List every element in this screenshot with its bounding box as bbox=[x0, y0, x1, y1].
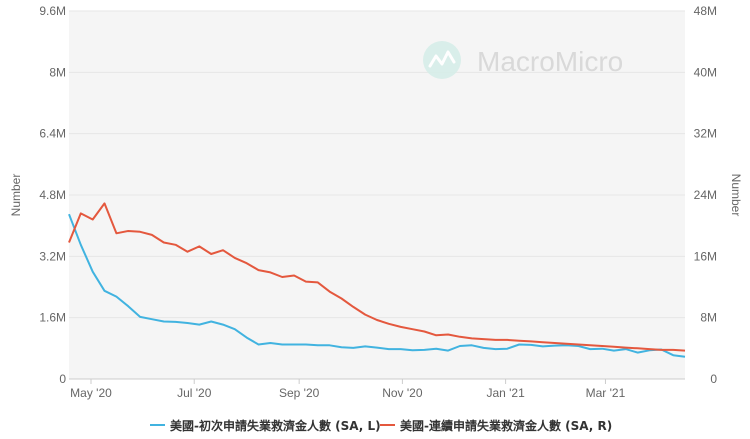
legend-item-initial-claims[interactable]: 美國-初次申請失業救濟金人數 (SA, L) bbox=[150, 418, 381, 433]
initial-claims-line bbox=[68, 213, 686, 358]
right-axis-title: Number bbox=[729, 174, 743, 217]
left-tick-label: 0 bbox=[59, 372, 66, 386]
macromicro-logo-icon bbox=[423, 41, 461, 79]
x-tick-label: Nov '20 bbox=[382, 386, 423, 400]
right-tick-label: 48M bbox=[694, 4, 717, 18]
left-tick-label: 3.2M bbox=[39, 249, 66, 263]
left-tick-label: 8M bbox=[49, 65, 66, 79]
x-tick-label: Jul '20 bbox=[177, 386, 212, 400]
left-axis-title: Number bbox=[9, 174, 23, 217]
legend-label-continuing-claims: 美國-連續申請失業救濟金人數 (SA, R) bbox=[400, 418, 612, 433]
x-axis: May '20 Jul '20 Sep '20 Nov '20 Jan '21 Mar '… bbox=[69, 378, 685, 400]
continuing-claims-line bbox=[68, 202, 686, 352]
right-tick-label: 8M bbox=[700, 311, 717, 325]
legend-item-continuing-claims[interactable]: 美國-連續申請失業救濟金人數 (SA, R) bbox=[380, 418, 612, 433]
x-tick-label: May '20 bbox=[70, 386, 112, 400]
right-tick-label: 40M bbox=[694, 65, 717, 79]
x-tick-label: Sep '20 bbox=[279, 386, 320, 400]
left-tick-label: 1.6M bbox=[39, 311, 66, 325]
series-layer bbox=[68, 202, 686, 358]
legend: 美國-初次申請失業救濟金人數 (SA, L) 美國-連續申請失業救濟金人數 (S… bbox=[150, 418, 612, 433]
left-tick-label: 9.6M bbox=[39, 4, 66, 18]
left-tick-label: 6.4M bbox=[39, 127, 66, 141]
x-tick-label: Mar '21 bbox=[586, 386, 626, 400]
left-tick-label: 4.8M bbox=[39, 188, 66, 202]
watermark: MacroMicro bbox=[423, 41, 623, 79]
right-tick-label: 16M bbox=[694, 249, 717, 263]
right-tick-label: 32M bbox=[694, 127, 717, 141]
right-tick-label: 0 bbox=[710, 372, 717, 386]
left-y-axis: 0 1.6M 3.2M 4.8M 6.4M 8M 9.6M bbox=[39, 4, 66, 386]
right-tick-label: 24M bbox=[694, 188, 717, 202]
right-y-axis: 0 8M 16M 24M 32M 40M 48M bbox=[694, 4, 718, 386]
watermark-text: MacroMicro bbox=[477, 46, 623, 77]
legend-label-initial-claims: 美國-初次申請失業救濟金人數 (SA, L) bbox=[170, 418, 381, 433]
x-tick-label: Jan '21 bbox=[486, 386, 525, 400]
